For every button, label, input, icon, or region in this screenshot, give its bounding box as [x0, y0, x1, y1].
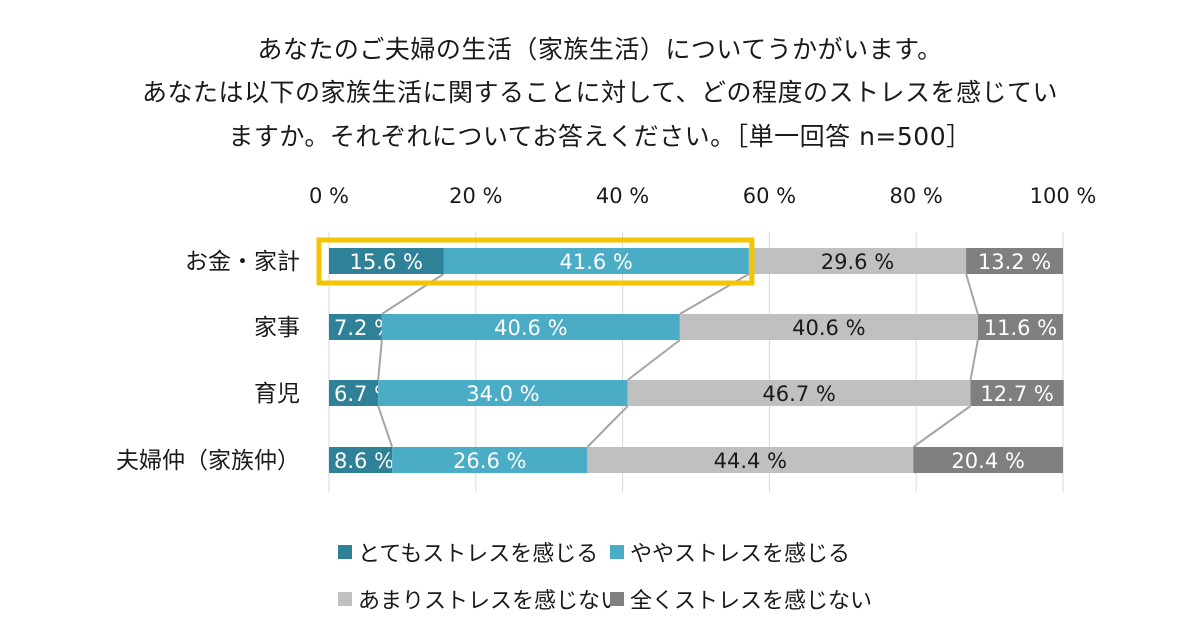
- legend-label-very: とてもストレスを感じる: [358, 542, 599, 567]
- legend-swatch-somewhat: [610, 545, 624, 559]
- bar-segment: [381, 314, 680, 340]
- series-connector-line: [679, 273, 750, 315]
- legend-swatch-very: [338, 545, 352, 559]
- x-tick-label: 0 %: [309, 184, 349, 208]
- legend-swatch-not-much: [338, 592, 352, 606]
- bar-segment: [748, 248, 967, 274]
- category-label: 育児: [254, 381, 300, 407]
- bar-segment: [378, 380, 628, 406]
- bar-segment: [329, 447, 393, 473]
- bar-segment: [977, 314, 1063, 340]
- category-label: 夫婦仲（家族仲）: [116, 448, 300, 474]
- legend-item-not-much: あまりストレスを感じない: [338, 583, 622, 615]
- highlight-box: [316, 237, 755, 286]
- data-label: 26.6 %: [453, 449, 526, 473]
- data-label: 40.6 %: [494, 316, 567, 340]
- legend-label-not-much: あまりストレスを感じない: [358, 589, 623, 614]
- chart-title-line-3: ますか。それぞれについてお答えください。［単一回答 n=500］: [228, 122, 972, 151]
- bar-segment: [679, 314, 978, 340]
- series-connector-line: [377, 339, 383, 381]
- series-connector-line: [965, 273, 979, 315]
- x-tick-label: 40 %: [596, 184, 649, 208]
- data-label: 46.7 %: [762, 382, 835, 406]
- category-label: お金・家計: [185, 249, 300, 275]
- bar-segment: [966, 248, 1063, 274]
- data-label: 12.7 %: [980, 382, 1053, 406]
- category-label: 家事: [254, 315, 300, 341]
- x-tick-label: 100 %: [1030, 184, 1097, 208]
- bar-segment: [587, 447, 914, 473]
- x-tick-label: 20 %: [449, 184, 502, 208]
- bar-segment: [627, 380, 971, 406]
- chart-title-line-1: あなたのご夫婦の生活（家族生活）についてうかがいます。: [257, 35, 943, 64]
- bar-segment: [329, 314, 382, 340]
- legend-item-somewhat: ややストレスを感じる: [610, 536, 850, 568]
- bar-segment: [329, 248, 444, 274]
- data-label: 13.2 %: [978, 250, 1051, 274]
- legend-item-very: とてもストレスを感じる: [338, 536, 598, 568]
- legend-label-somewhat: ややストレスを感じる: [630, 542, 851, 567]
- legend-swatch-none: [610, 592, 624, 606]
- legend-label-none: 全くストレスを感じない: [630, 589, 873, 614]
- legend-item-none: 全くストレスを感じない: [610, 583, 872, 615]
- data-label: 8.6 %: [334, 449, 394, 473]
- data-label: 15.6 %: [350, 250, 423, 274]
- chart-title-line-2: あなたは以下の家族生活に関することに対して、どの程度のストレスを感じてい: [141, 78, 1058, 107]
- data-label: 20.4 %: [951, 449, 1024, 473]
- x-tick-label: 60 %: [743, 184, 796, 208]
- series-connector-line: [969, 339, 979, 381]
- series-connector-line: [912, 405, 972, 448]
- bar-segment: [913, 447, 1063, 473]
- series-connector-line: [381, 273, 445, 315]
- bar-segment: [329, 380, 379, 406]
- bar-segment: [392, 447, 588, 473]
- series-connector-line: [627, 339, 681, 381]
- data-label: 11.6 %: [984, 316, 1057, 340]
- data-label: 44.4 %: [714, 449, 787, 473]
- x-tick-label: 80 %: [890, 184, 943, 208]
- data-label: 29.6 %: [821, 250, 894, 274]
- data-label: 34.0 %: [466, 382, 539, 406]
- series-connector-line: [586, 405, 629, 448]
- bar-segment: [970, 380, 1064, 406]
- series-connector-line: [377, 405, 394, 448]
- data-label: 41.6 %: [559, 250, 632, 274]
- data-label: 40.6 %: [792, 316, 865, 340]
- bar-segment: [443, 248, 749, 274]
